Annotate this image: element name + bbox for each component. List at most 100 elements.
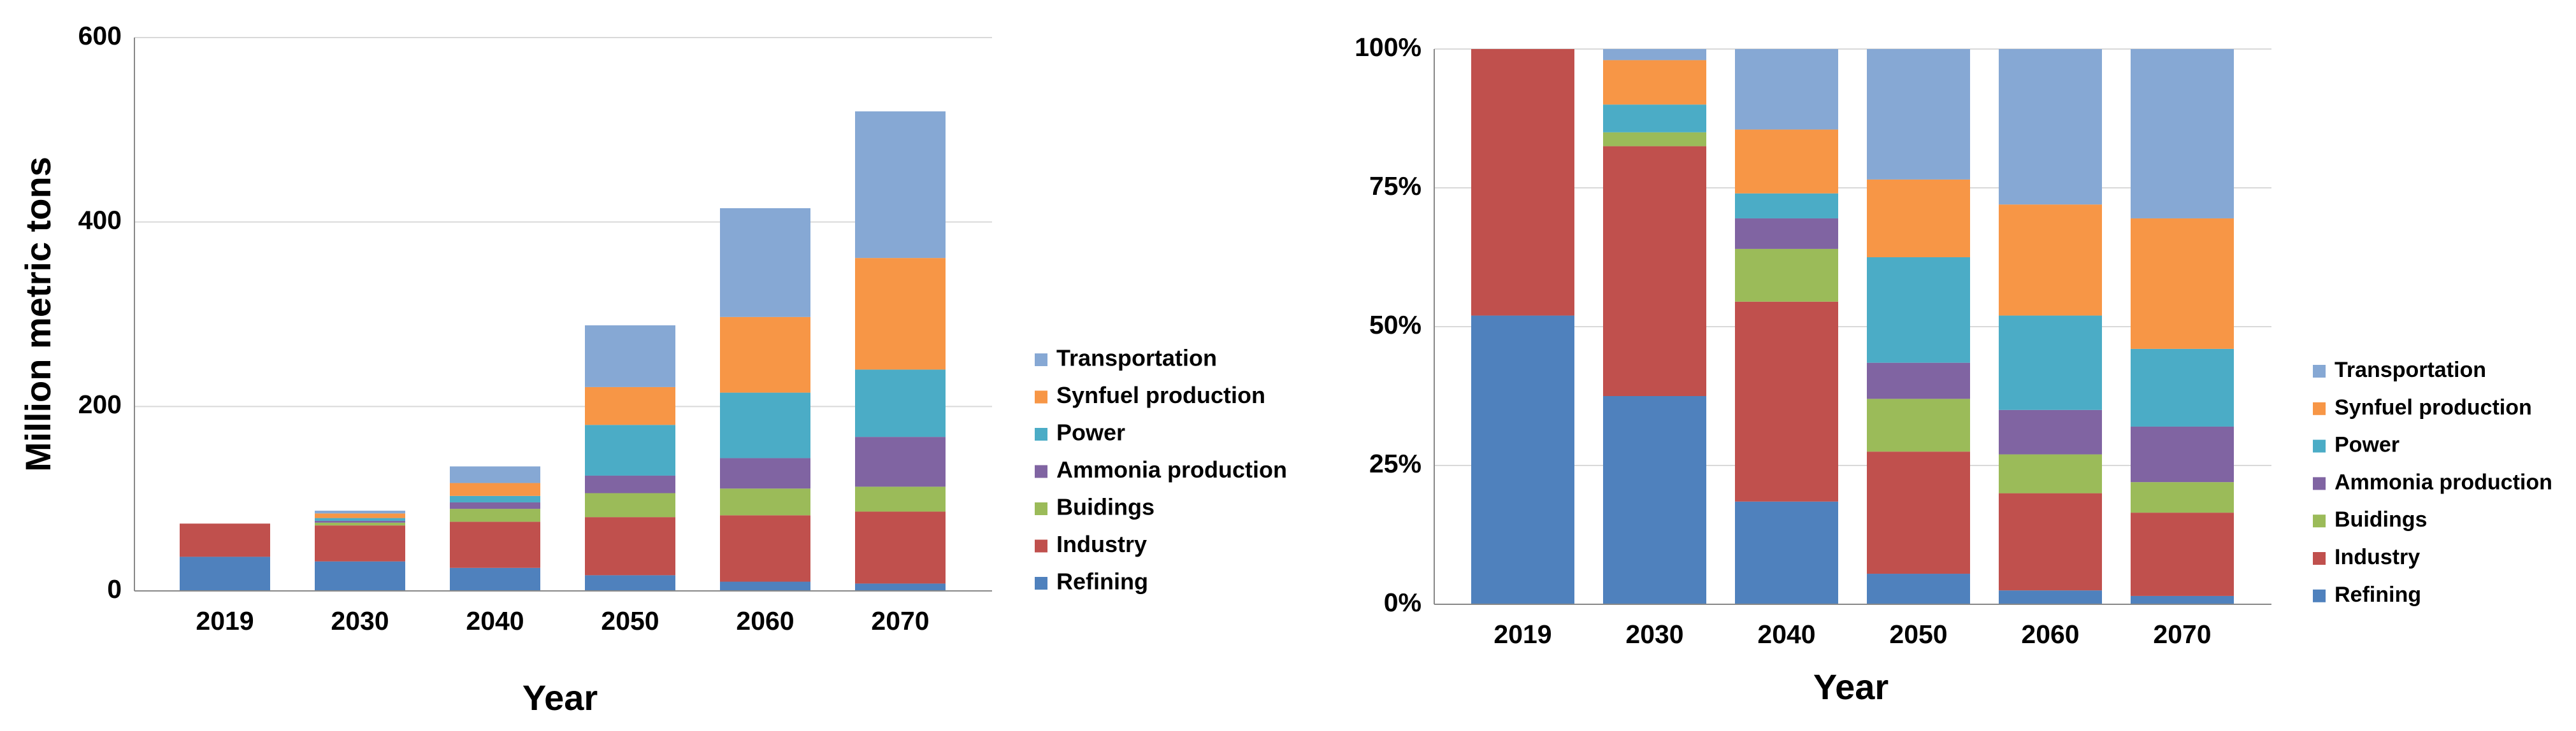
bar-segment — [585, 425, 675, 476]
bar-segment — [855, 583, 946, 591]
y-tick-label: 25% — [1369, 449, 1421, 478]
bar-segment — [1867, 399, 1970, 452]
x-tick-label: 2040 — [466, 606, 524, 635]
bar-segment — [1735, 49, 1838, 130]
bar-segment — [1999, 590, 2102, 604]
bar-segment — [855, 511, 946, 584]
legend-swatch — [1035, 577, 1047, 590]
legend-swatch — [1035, 390, 1047, 404]
x-tick-label: 2050 — [601, 606, 659, 635]
y-tick-label: 400 — [78, 205, 122, 234]
bar-segment — [1603, 396, 1706, 604]
legend-label: Industry — [1056, 531, 1147, 557]
x-tick-label: 2060 — [736, 606, 794, 635]
legend-label: Refining — [1056, 569, 1148, 595]
bar-segment — [1603, 49, 1706, 60]
bar-segment — [1735, 501, 1838, 604]
x-tick-label: 2019 — [196, 606, 254, 635]
bar-segment — [1867, 451, 1970, 574]
bar-segment — [1999, 49, 2102, 205]
x-tick-label: 2030 — [1625, 620, 1683, 649]
x-tick-label: 2030 — [331, 606, 389, 635]
bar-segment — [855, 437, 946, 487]
x-axis-label: Year — [522, 678, 598, 718]
bar-segment — [180, 523, 270, 557]
bar-segment — [2131, 49, 2234, 218]
bar-segment — [1867, 257, 1970, 363]
bar-segment — [1867, 49, 1970, 180]
legend-swatch — [2313, 515, 2326, 528]
bar-segment — [2131, 426, 2234, 483]
x-tick-label: 2070 — [871, 606, 929, 635]
bar-segment — [315, 520, 405, 523]
bar-segment — [450, 522, 540, 568]
bar-segment — [1735, 248, 1838, 302]
bar-segment — [1999, 315, 2102, 410]
legend-label: Refining — [2335, 583, 2421, 607]
bar-segment — [720, 488, 810, 516]
legend-swatch — [2313, 477, 2326, 490]
legend-swatch — [1035, 353, 1047, 366]
legend-label: Synfuel production — [2335, 395, 2532, 420]
y-tick-label: 50% — [1369, 310, 1421, 339]
y-tick-label: 0 — [107, 574, 122, 604]
legend-swatch — [2313, 402, 2326, 415]
legend-swatch — [1035, 465, 1047, 478]
bar-segment — [1735, 218, 1838, 249]
bar-segment — [1999, 409, 2102, 455]
bar-segment — [720, 458, 810, 489]
bar-segment — [720, 316, 810, 393]
bar-segment — [585, 493, 675, 518]
x-tick-label: 2070 — [2153, 620, 2211, 649]
y-tick-label: 600 — [78, 21, 122, 50]
bar-segment — [720, 392, 810, 458]
bar-segment — [450, 567, 540, 591]
bar-segment — [315, 525, 405, 562]
y-tick-label: 100% — [1355, 32, 1421, 62]
bar-segment — [2131, 595, 2234, 604]
legend-label: Ammonia production — [2335, 470, 2552, 494]
bar-segment — [450, 483, 540, 496]
legend-swatch — [2313, 552, 2326, 565]
bar-segment — [585, 387, 675, 425]
x-tick-label: 2060 — [2021, 620, 2079, 649]
bar-segment — [450, 502, 540, 509]
legend-label: Ammonia production — [1056, 457, 1287, 483]
legend-swatch — [1035, 428, 1047, 441]
bar-segment — [2131, 482, 2234, 513]
bar-segment — [315, 510, 405, 514]
bar-segment — [585, 517, 675, 576]
bar-segment — [855, 486, 946, 512]
x-tick-label: 2040 — [1757, 620, 1815, 649]
bar-segment — [450, 495, 540, 502]
x-tick-label: 2050 — [1889, 620, 1947, 649]
legend-label: Power — [2335, 433, 2400, 457]
y-tick-label: 200 — [78, 390, 122, 419]
bar-segment — [450, 509, 540, 522]
bar-segment — [1999, 454, 2102, 493]
bar-segment — [855, 111, 946, 259]
bar-segment — [855, 258, 946, 370]
x-tick-label: 2019 — [1493, 620, 1551, 649]
x-axis-label: Year — [1813, 667, 1889, 707]
bar-segment — [720, 515, 810, 582]
bar-segment — [1999, 493, 2102, 591]
bar-segment — [1603, 146, 1706, 396]
legend-label: Transportation — [2335, 358, 2486, 382]
bar-segment — [1999, 204, 2102, 316]
bar-segment — [720, 581, 810, 591]
legend-label: Buidings — [1056, 494, 1155, 520]
bar-segment — [720, 208, 810, 317]
legend-swatch — [2313, 589, 2326, 602]
bar-segment — [315, 522, 405, 526]
bar-segment — [1867, 574, 1970, 604]
legend-swatch — [2313, 439, 2326, 453]
bar-segment — [585, 325, 675, 387]
bar-segment — [1471, 49, 1574, 316]
bar-segment — [1471, 315, 1574, 604]
bar-segment — [1735, 129, 1838, 194]
bar-segment — [315, 518, 405, 521]
bar-segment — [2131, 348, 2234, 427]
bar-segment — [1735, 301, 1838, 502]
